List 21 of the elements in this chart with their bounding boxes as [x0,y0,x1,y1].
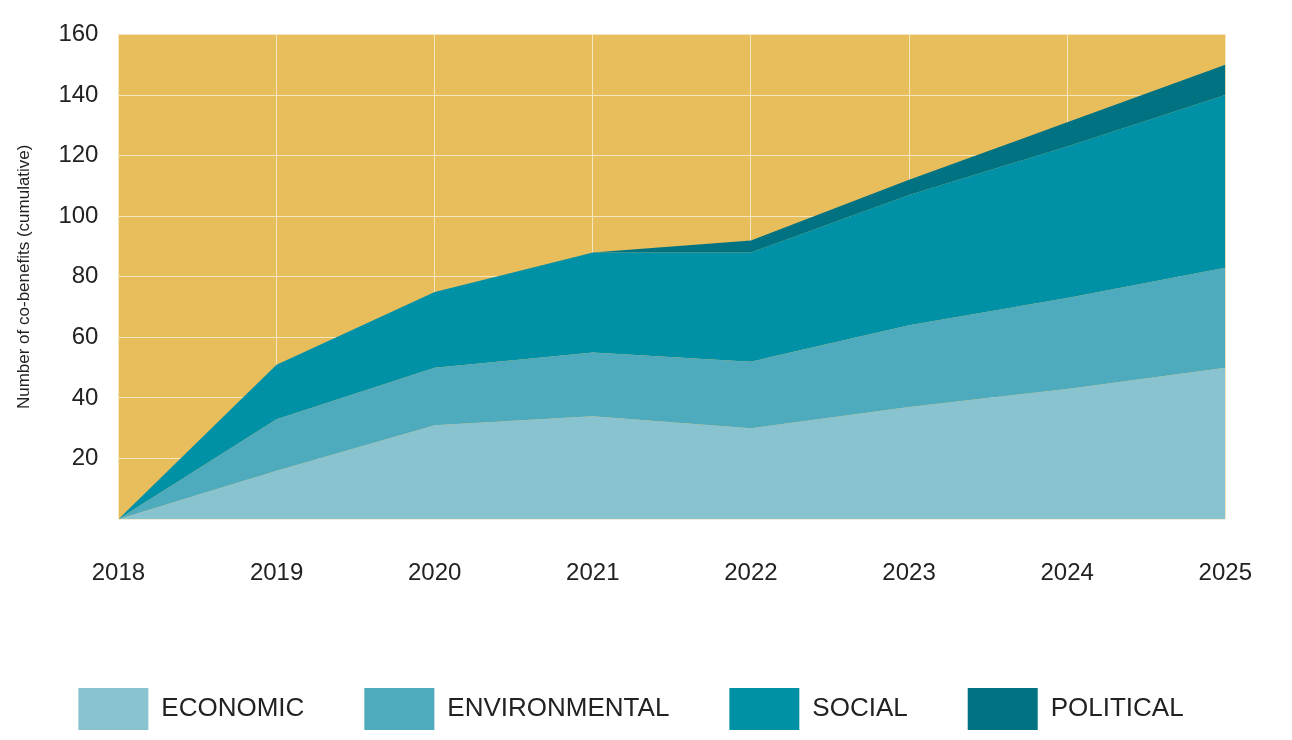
x-tick-label: 2021 [566,558,620,586]
legend-label: ECONOMIC [161,692,305,723]
legend-label: SOCIAL [812,692,908,723]
legend-label: POLITICAL [1050,692,1184,723]
x-tick-label: 2023 [882,558,936,586]
y-tick-label: 40 [71,382,99,410]
x-tick-label: 2020 [407,558,462,586]
y-tick-label: 60 [71,322,99,350]
y-tick-label: 80 [71,261,99,289]
y-tick-label: 120 [58,140,99,168]
y-tick-label: 20 [71,443,99,471]
x-tick-label: 2018 [91,558,146,586]
x-tick-label: 2024 [1040,558,1094,586]
x-tick-label: 2022 [724,558,778,586]
x-tick-label: 2019 [249,558,304,586]
y-tick-label: 100 [58,200,99,228]
y-tick-label: 140 [58,79,99,107]
y-axis-title: Number of co-benefits (cumulative) [13,144,33,410]
y-tick-label: 160 [58,19,99,47]
legend-label: ENVIRONMENTAL [447,692,670,723]
x-tick-label: 2025 [1198,558,1252,586]
